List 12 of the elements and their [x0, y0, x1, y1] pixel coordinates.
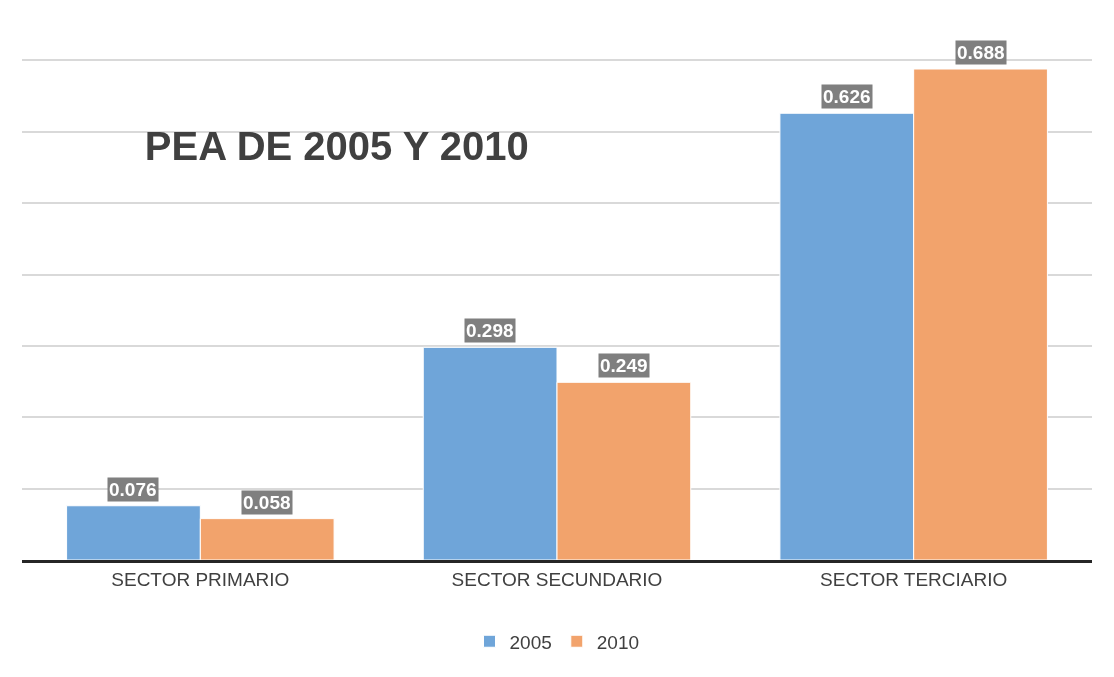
data-label: 0.626	[823, 86, 871, 107]
data-label: 0.076	[109, 479, 157, 500]
text: PEA DE 2005 Y 2010	[144, 123, 529, 168]
data-label: 0.249	[600, 355, 648, 376]
data-label: 0.298	[466, 320, 514, 341]
x-tick-label: SECTOR PRIMARIO	[111, 568, 290, 590]
data-label: 0.688	[957, 42, 1005, 63]
legend-label: 2005	[509, 631, 552, 653]
legend-label: 2010	[596, 631, 640, 653]
x-tick-label: SECTOR SECUNDARIO	[451, 568, 663, 590]
x-tick-label: SECTOR TERCIARIO	[820, 568, 1008, 590]
data-label: 0.058	[243, 492, 291, 513]
